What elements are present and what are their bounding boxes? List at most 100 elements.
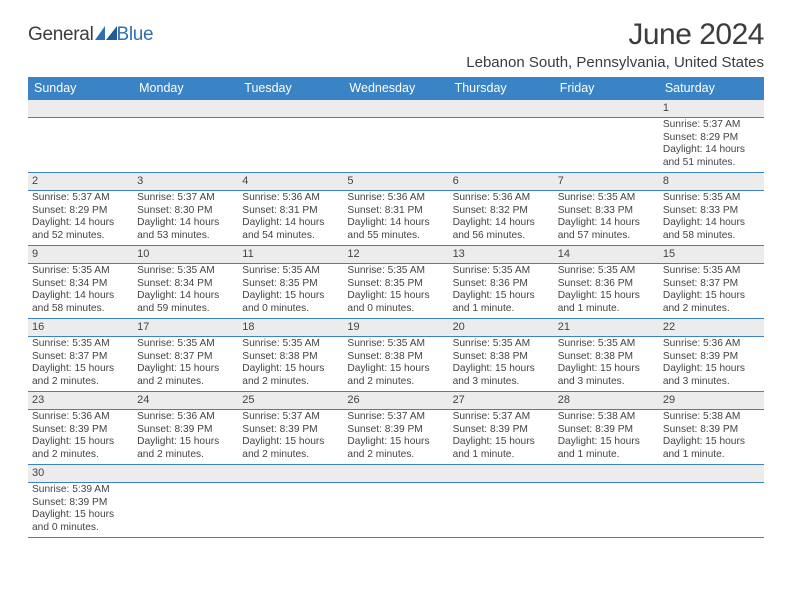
day-number: 11 bbox=[238, 246, 343, 263]
sunset-text: Sunset: 8:39 PM bbox=[32, 424, 129, 437]
sunrise-text: Sunrise: 5:36 AM bbox=[32, 411, 129, 424]
sunrise-text: Sunrise: 5:35 AM bbox=[663, 192, 760, 205]
sunrise-text: Sunrise: 5:37 AM bbox=[347, 411, 444, 424]
sunrise-text: Sunrise: 5:35 AM bbox=[242, 265, 339, 278]
weekday-header: Friday bbox=[554, 77, 659, 100]
sunset-text: Sunset: 8:31 PM bbox=[347, 205, 444, 218]
day-cell: Sunrise: 5:35 AMSunset: 8:35 PMDaylight:… bbox=[238, 264, 343, 318]
calendar-grid: Sunday Monday Tuesday Wednesday Thursday… bbox=[28, 77, 764, 538]
daylight-text: Daylight: 15 hours and 2 minutes. bbox=[32, 436, 129, 461]
day-number bbox=[133, 100, 238, 117]
sunrise-text: Sunrise: 5:35 AM bbox=[32, 265, 129, 278]
day-cell: Sunrise: 5:36 AMSunset: 8:39 PMDaylight:… bbox=[659, 337, 764, 391]
day-cell: Sunrise: 5:36 AMSunset: 8:39 PMDaylight:… bbox=[28, 410, 133, 464]
daylight-text: Daylight: 15 hours and 0 minutes. bbox=[347, 290, 444, 315]
weekday-header: Wednesday bbox=[343, 77, 448, 100]
daylight-text: Daylight: 15 hours and 2 minutes. bbox=[242, 436, 339, 461]
day-cell: Sunrise: 5:37 AMSunset: 8:39 PMDaylight:… bbox=[343, 410, 448, 464]
sunrise-text: Sunrise: 5:35 AM bbox=[137, 338, 234, 351]
daylight-text: Daylight: 15 hours and 1 minute. bbox=[453, 436, 550, 461]
day-cell: Sunrise: 5:35 AMSunset: 8:38 PMDaylight:… bbox=[554, 337, 659, 391]
day-number bbox=[449, 465, 554, 482]
day-number bbox=[449, 100, 554, 117]
sunrise-text: Sunrise: 5:37 AM bbox=[137, 192, 234, 205]
weekday-header: Sunday bbox=[28, 77, 133, 100]
sunset-text: Sunset: 8:37 PM bbox=[32, 351, 129, 364]
day-cell bbox=[28, 118, 133, 172]
weekday-header: Thursday bbox=[449, 77, 554, 100]
day-number: 19 bbox=[343, 319, 448, 336]
day-cell: Sunrise: 5:38 AMSunset: 8:39 PMDaylight:… bbox=[659, 410, 764, 464]
day-number: 27 bbox=[449, 392, 554, 409]
sunset-text: Sunset: 8:33 PM bbox=[558, 205, 655, 218]
day-cell: Sunrise: 5:35 AMSunset: 8:36 PMDaylight:… bbox=[449, 264, 554, 318]
daylight-text: Daylight: 15 hours and 3 minutes. bbox=[663, 363, 760, 388]
sunrise-text: Sunrise: 5:35 AM bbox=[558, 265, 655, 278]
day-number bbox=[343, 100, 448, 117]
day-cell bbox=[133, 483, 238, 537]
day-number: 20 bbox=[449, 319, 554, 336]
daylight-text: Daylight: 14 hours and 55 minutes. bbox=[347, 217, 444, 242]
daylight-text: Daylight: 15 hours and 0 minutes. bbox=[242, 290, 339, 315]
day-cell: Sunrise: 5:38 AMSunset: 8:39 PMDaylight:… bbox=[554, 410, 659, 464]
day-cell: Sunrise: 5:37 AMSunset: 8:29 PMDaylight:… bbox=[28, 191, 133, 245]
day-cell: Sunrise: 5:35 AMSunset: 8:38 PMDaylight:… bbox=[343, 337, 448, 391]
location-subtitle: Lebanon South, Pennsylvania, United Stat… bbox=[466, 54, 764, 71]
day-cell bbox=[449, 483, 554, 537]
day-number bbox=[28, 100, 133, 117]
sunset-text: Sunset: 8:39 PM bbox=[242, 424, 339, 437]
sunset-text: Sunset: 8:39 PM bbox=[663, 424, 760, 437]
day-cell: Sunrise: 5:35 AMSunset: 8:33 PMDaylight:… bbox=[554, 191, 659, 245]
day-content-row: Sunrise: 5:37 AMSunset: 8:29 PMDaylight:… bbox=[28, 118, 764, 173]
day-number: 17 bbox=[133, 319, 238, 336]
day-cell: Sunrise: 5:35 AMSunset: 8:38 PMDaylight:… bbox=[449, 337, 554, 391]
sunset-text: Sunset: 8:38 PM bbox=[453, 351, 550, 364]
day-cell: Sunrise: 5:35 AMSunset: 8:35 PMDaylight:… bbox=[343, 264, 448, 318]
sunset-text: Sunset: 8:34 PM bbox=[32, 278, 129, 291]
day-content-row: Sunrise: 5:37 AMSunset: 8:29 PMDaylight:… bbox=[28, 191, 764, 246]
daylight-text: Daylight: 14 hours and 53 minutes. bbox=[137, 217, 234, 242]
sunrise-text: Sunrise: 5:37 AM bbox=[663, 119, 760, 132]
day-number: 10 bbox=[133, 246, 238, 263]
sunset-text: Sunset: 8:36 PM bbox=[558, 278, 655, 291]
daylight-text: Daylight: 14 hours and 59 minutes. bbox=[137, 290, 234, 315]
daylight-text: Daylight: 14 hours and 56 minutes. bbox=[453, 217, 550, 242]
day-number: 29 bbox=[659, 392, 764, 409]
day-number: 4 bbox=[238, 173, 343, 190]
daylight-text: Daylight: 14 hours and 58 minutes. bbox=[32, 290, 129, 315]
day-number bbox=[343, 465, 448, 482]
day-cell: Sunrise: 5:35 AMSunset: 8:37 PMDaylight:… bbox=[659, 264, 764, 318]
sunrise-text: Sunrise: 5:35 AM bbox=[347, 265, 444, 278]
sunset-text: Sunset: 8:39 PM bbox=[137, 424, 234, 437]
day-number: 24 bbox=[133, 392, 238, 409]
day-number bbox=[238, 100, 343, 117]
day-cell: Sunrise: 5:36 AMSunset: 8:32 PMDaylight:… bbox=[449, 191, 554, 245]
day-cell: Sunrise: 5:36 AMSunset: 8:31 PMDaylight:… bbox=[238, 191, 343, 245]
day-number: 21 bbox=[554, 319, 659, 336]
sunrise-text: Sunrise: 5:38 AM bbox=[558, 411, 655, 424]
day-number: 7 bbox=[554, 173, 659, 190]
weekday-header-row: Sunday Monday Tuesday Wednesday Thursday… bbox=[28, 77, 764, 100]
daylight-text: Daylight: 15 hours and 2 minutes. bbox=[137, 363, 234, 388]
sunrise-text: Sunrise: 5:36 AM bbox=[137, 411, 234, 424]
day-number: 22 bbox=[659, 319, 764, 336]
day-number: 14 bbox=[554, 246, 659, 263]
day-number-row: 30 bbox=[28, 465, 764, 483]
day-cell bbox=[343, 118, 448, 172]
weekday-header: Saturday bbox=[659, 77, 764, 100]
logo-text-blue: Blue bbox=[117, 24, 154, 46]
daylight-text: Daylight: 14 hours and 57 minutes. bbox=[558, 217, 655, 242]
daylight-text: Daylight: 14 hours and 54 minutes. bbox=[242, 217, 339, 242]
sunset-text: Sunset: 8:39 PM bbox=[663, 351, 760, 364]
day-number-row: 9101112131415 bbox=[28, 246, 764, 264]
daylight-text: Daylight: 14 hours and 52 minutes. bbox=[32, 217, 129, 242]
day-number: 25 bbox=[238, 392, 343, 409]
daylight-text: Daylight: 15 hours and 3 minutes. bbox=[558, 363, 655, 388]
sunrise-text: Sunrise: 5:36 AM bbox=[242, 192, 339, 205]
daylight-text: Daylight: 15 hours and 2 minutes. bbox=[242, 363, 339, 388]
sunset-text: Sunset: 8:36 PM bbox=[453, 278, 550, 291]
sunrise-text: Sunrise: 5:36 AM bbox=[453, 192, 550, 205]
sunset-text: Sunset: 8:33 PM bbox=[663, 205, 760, 218]
day-content-row: Sunrise: 5:39 AMSunset: 8:39 PMDaylight:… bbox=[28, 483, 764, 538]
daylight-text: Daylight: 15 hours and 2 minutes. bbox=[137, 436, 234, 461]
